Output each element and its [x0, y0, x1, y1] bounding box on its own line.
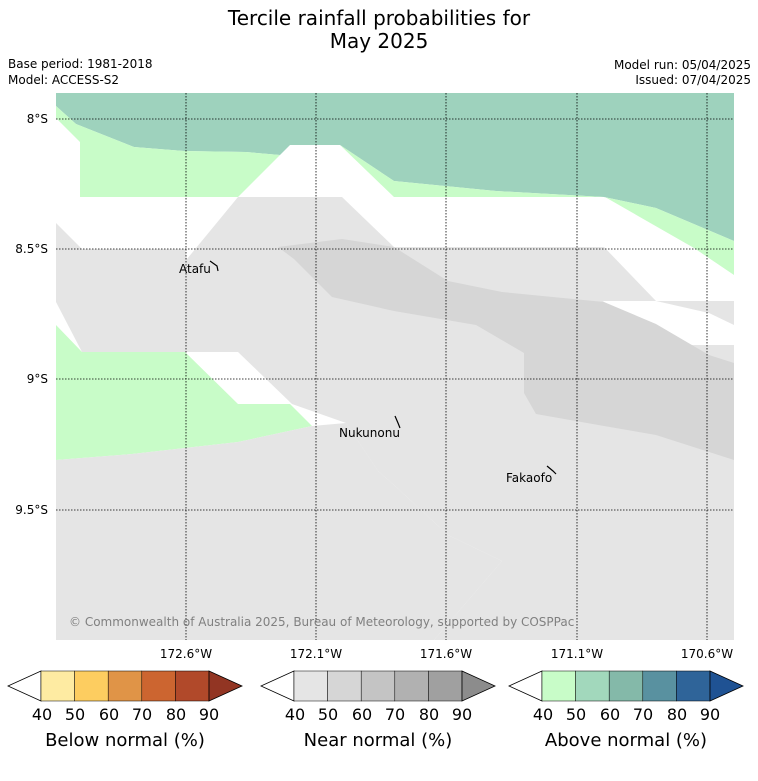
- model-run-date: Model run: 05/04/2025: [613, 58, 751, 72]
- above-normal-light-north: [56, 106, 280, 197]
- lon-label-172-1w: 172.1°W: [289, 647, 343, 661]
- base-period: Base period: 1981-2018: [8, 57, 153, 71]
- below-normal-colorbar-max-extend: [208, 670, 243, 702]
- lon-label-170-6w: 170.6°W: [680, 647, 734, 661]
- near-normal-colorbar-min-extend: [260, 670, 295, 702]
- lon-label-171-6w: 171.6°W: [419, 647, 473, 661]
- lat-label-9s: 9°S: [26, 372, 48, 386]
- below-tick-80: 80: [165, 705, 187, 724]
- above-normal-colorbar-min-extend: [508, 670, 543, 702]
- above-normal-colorbar-max-extend: [709, 670, 744, 702]
- above-tick-40: 40: [532, 705, 554, 724]
- lat-label-9-5s: 9.5°S: [15, 503, 48, 517]
- graticule: [56, 93, 734, 640]
- below-tick-50: 50: [64, 705, 86, 724]
- below-normal-colorbar-min-extend: [7, 670, 42, 702]
- below-normal-colorbar-segment: [40, 670, 75, 702]
- colorbars: [7, 670, 744, 702]
- near-normal-label: Near normal (%): [303, 730, 453, 751]
- near-tick-60: 60: [351, 705, 373, 724]
- above-tick-90: 90: [699, 705, 721, 724]
- issued-date: Issued: 07/04/2025: [635, 73, 751, 87]
- near-tick-50: 50: [317, 705, 339, 724]
- near-normal-colorbar-segment: [394, 670, 429, 702]
- near-normal-colorbar-segment: [360, 670, 396, 702]
- lat-label-8s: 8°S: [26, 112, 48, 126]
- below-normal-label: Below normal (%): [45, 730, 205, 751]
- below-normal-colorbar-segment: [74, 670, 109, 702]
- above-normal-colorbar-segment: [642, 670, 677, 702]
- below-tick-60: 60: [98, 705, 120, 724]
- copyright-notice: © Commonwealth of Australia 2025, Bureau…: [69, 615, 575, 629]
- model-name: Model: ACCESS-S2: [8, 73, 120, 87]
- near-tick-40: 40: [284, 705, 306, 724]
- map-title-line1: Tercile rainfall probabilities for: [227, 6, 531, 30]
- below-tick-70: 70: [131, 705, 153, 724]
- lat-label-8-5s: 8.5°S: [15, 242, 48, 256]
- forecast-map: [56, 93, 734, 640]
- above-tick-60: 60: [599, 705, 621, 724]
- near-tick-90: 90: [451, 705, 473, 724]
- lon-label-172-6w: 172.6°W: [159, 647, 213, 661]
- below-tick-90: 90: [198, 705, 220, 724]
- above-tick-80: 80: [666, 705, 688, 724]
- near-tick-70: 70: [384, 705, 406, 724]
- below-normal-colorbar-segment: [107, 670, 143, 702]
- above-tick-50: 50: [565, 705, 587, 724]
- above-tick-70: 70: [632, 705, 654, 724]
- above-normal-light-west: [56, 325, 312, 460]
- place-fakaofo: Fakaofo: [506, 471, 553, 485]
- near-tick-80: 80: [418, 705, 440, 724]
- above-normal-label: Above normal (%): [544, 730, 708, 751]
- above-normal-colorbar-segment: [541, 670, 576, 702]
- above-normal-colorbar-segment: [575, 670, 610, 702]
- above-normal-colorbar-segment: [608, 670, 644, 702]
- below-normal-colorbar-segment: [141, 670, 176, 702]
- map-title-line2: May 2025: [329, 29, 429, 53]
- below-tick-40: 40: [31, 705, 53, 724]
- place-atafu: Atafu: [179, 262, 211, 276]
- above-normal-region-north: [56, 93, 734, 241]
- below-normal-colorbar-segment: [175, 670, 210, 702]
- near-normal-colorbar-segment: [428, 670, 463, 702]
- lon-label-171-1w: 171.1°W: [550, 647, 604, 661]
- near-normal-inner: [56, 352, 502, 640]
- place-nukunonu: Nukunonu: [339, 426, 400, 440]
- island-coastlines: [209, 260, 557, 475]
- near-normal-colorbar-segment: [293, 670, 328, 702]
- near-normal-colorbar-segment: [327, 670, 362, 702]
- above-normal-light-northeast: [340, 145, 734, 275]
- near-normal-colorbar-max-extend: [461, 670, 496, 702]
- near-normal-core: [278, 239, 734, 460]
- above-normal-colorbar-segment: [676, 670, 711, 702]
